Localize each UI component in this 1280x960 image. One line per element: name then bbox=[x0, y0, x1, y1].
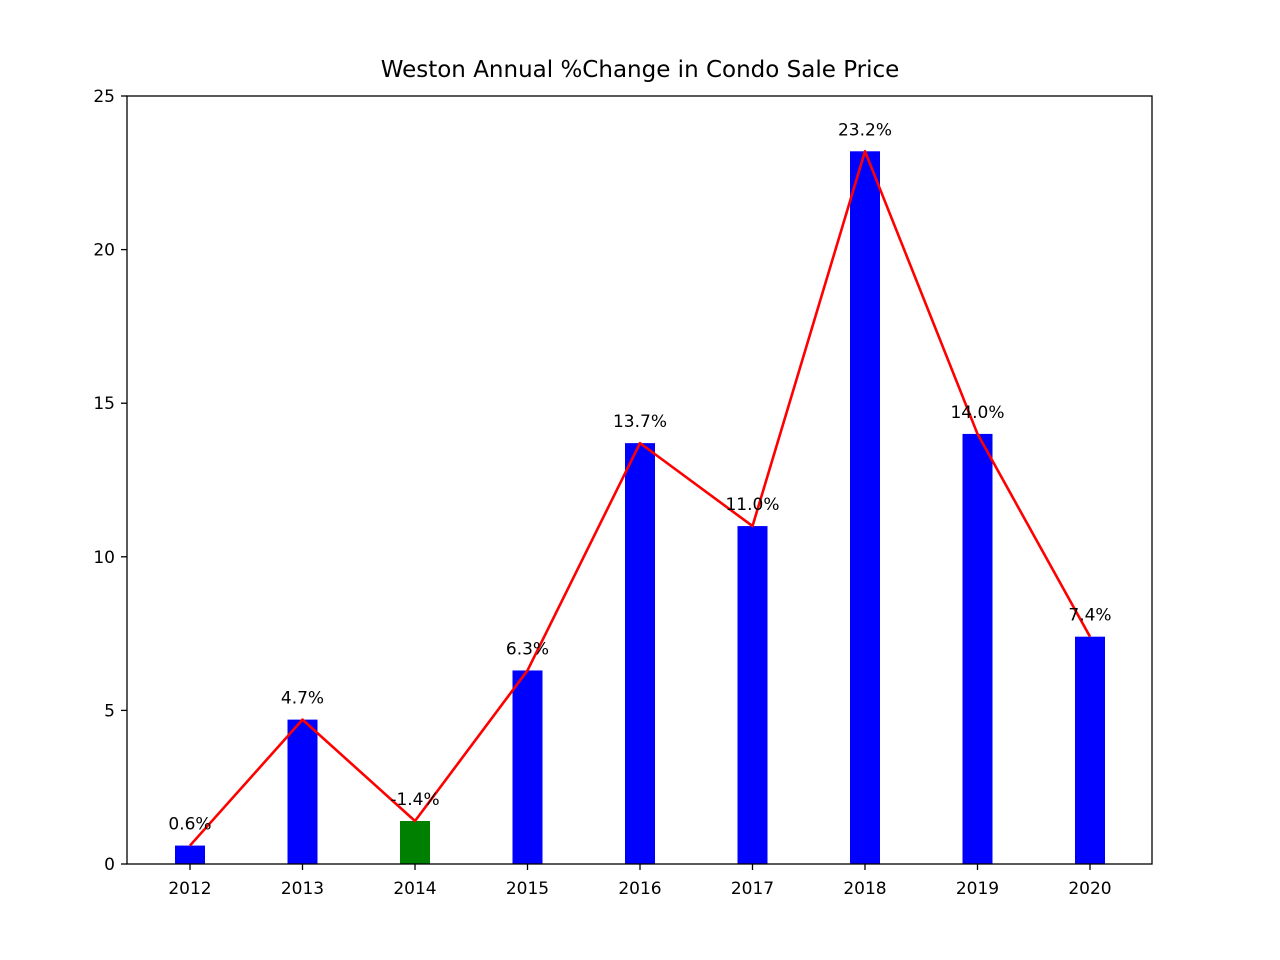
data-label-2018: 23.2% bbox=[838, 120, 892, 140]
bar-2015 bbox=[512, 670, 543, 864]
plot-frame bbox=[126, 95, 1153, 865]
x-tick-label-2019: 2019 bbox=[956, 879, 999, 899]
bar-2019 bbox=[962, 433, 993, 864]
data-label-2017: 11.0% bbox=[725, 495, 779, 515]
data-label-2013: 4.7% bbox=[281, 689, 324, 709]
y-tick-label-20: 20 bbox=[93, 241, 115, 261]
x-tick-label-2014: 2014 bbox=[393, 879, 436, 899]
bar-2018 bbox=[850, 151, 880, 864]
y-tick-label-5: 5 bbox=[104, 701, 115, 721]
x-tick-label-2012: 2012 bbox=[168, 879, 211, 899]
data-label-2020: 7.4% bbox=[1068, 606, 1111, 626]
trend-line-group bbox=[189, 149, 1092, 847]
y-tick-label-0: 0 bbox=[104, 855, 115, 875]
x-tick-label-2020: 2020 bbox=[1068, 879, 1111, 899]
x-axis: 2012 2013 2014 2015 2016 2017 2018 2019 2020 bbox=[168, 864, 1112, 899]
data-label-2019: 14.0% bbox=[950, 403, 1004, 423]
x-tick-label-2018: 2018 bbox=[843, 879, 886, 899]
x-tick-label-2015: 2015 bbox=[506, 879, 549, 899]
data-label-2015: 6.3% bbox=[506, 639, 549, 659]
bar-2016 bbox=[625, 443, 655, 864]
bar-2020 bbox=[1075, 636, 1105, 864]
trend-line bbox=[189, 149, 1092, 847]
bars-group bbox=[175, 151, 1105, 864]
y-axis: 0 5 10 15 20 25 bbox=[93, 87, 127, 875]
data-labels-group: 0.6% 4.7% -1.4% 6.3% 13.7% 11.0% 23.2% 14.0% 7.4… bbox=[168, 120, 1111, 834]
x-tick-label-2013: 2013 bbox=[281, 879, 324, 899]
y-tick-label-15: 15 bbox=[93, 394, 115, 414]
data-label-2012: 0.6% bbox=[168, 815, 211, 835]
y-tick-label-25: 25 bbox=[93, 87, 115, 107]
bar-2013 bbox=[287, 719, 318, 864]
x-tick-label-2017: 2017 bbox=[731, 879, 774, 899]
data-label-2016: 13.7% bbox=[613, 412, 667, 432]
data-label-2014: -1.4% bbox=[390, 790, 439, 810]
bar-2012 bbox=[175, 845, 205, 864]
x-tick-label-2016: 2016 bbox=[618, 879, 661, 899]
bar-2017 bbox=[737, 526, 768, 864]
y-tick-label-10: 10 bbox=[93, 548, 115, 568]
bar-2014 bbox=[400, 820, 430, 864]
chart-title: Weston Annual %Change in Condo Sale Pric… bbox=[381, 57, 900, 83]
